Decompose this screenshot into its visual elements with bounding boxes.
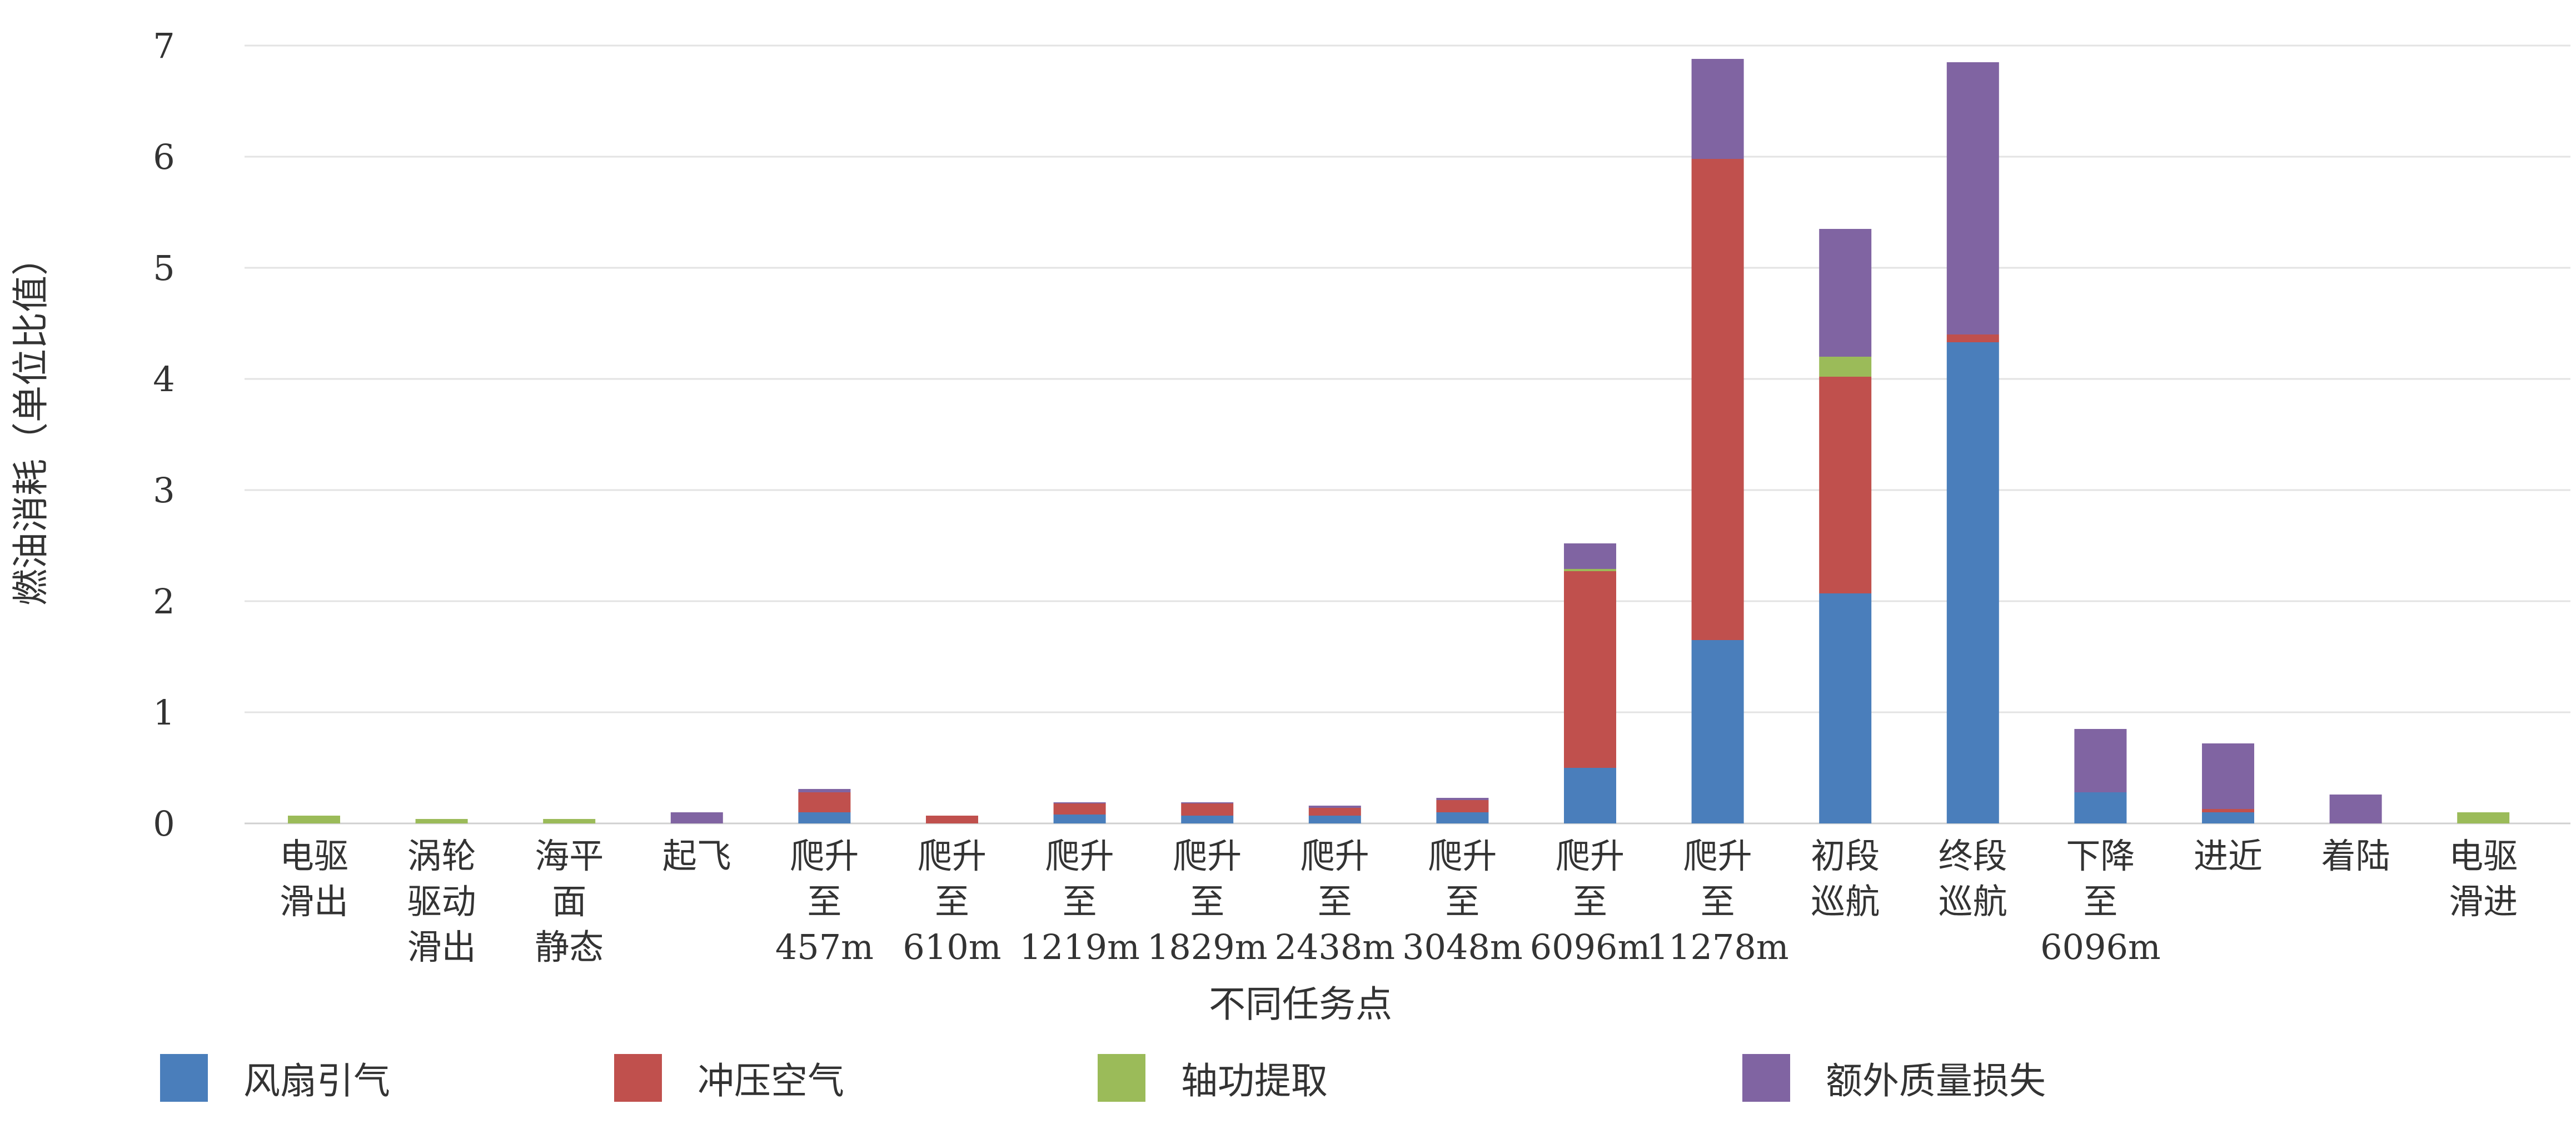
bar-segment <box>1819 593 1872 823</box>
bar-segment <box>1564 543 1616 569</box>
y-tick-labels: 0 1 2 3 4 5 6 7 <box>153 26 175 844</box>
bar-segment <box>1181 803 1234 816</box>
category-label: 爬升至 457m <box>775 836 874 967</box>
bar-segment <box>1053 803 1106 815</box>
bar-segment <box>1819 377 1872 593</box>
y-axis-title: 燃油消耗（单位比值） <box>9 239 52 606</box>
category-label: 进近 <box>2194 836 2263 876</box>
bar-segment <box>2074 792 2127 823</box>
bar-segment <box>543 819 596 823</box>
legend-item-shaft-power: 轴功提取 <box>1098 1050 1328 1106</box>
category-label: 电驱滑进 <box>2449 836 2518 922</box>
category-label: 海平面静态 <box>535 836 604 967</box>
legend-label-shaft-power: 轴功提取 <box>1181 1060 1328 1102</box>
bar-segment <box>1564 569 1616 571</box>
bar-segment <box>1436 812 1489 823</box>
bar-segment <box>1946 62 1999 334</box>
bar-segment <box>1308 816 1361 823</box>
legend-swatch-fan-bleed <box>160 1054 208 1102</box>
category-label: 爬升至 1829m <box>1147 836 1268 967</box>
bar-segment <box>1436 798 1489 800</box>
legend-item-fan-bleed: 风扇引气 <box>160 1050 390 1106</box>
bar-segment <box>926 816 978 823</box>
category-label: 爬升至 2438m <box>1275 836 1396 967</box>
bar-segment <box>1436 800 1489 812</box>
bar-segment <box>1819 229 1872 357</box>
bar-segment <box>1181 802 1234 803</box>
category-label: 初段巡航 <box>1811 836 1880 922</box>
y-tick-label: 1 <box>153 692 175 733</box>
gridlines <box>245 44 2570 825</box>
bar-segment <box>1691 59 1744 159</box>
bar-segment <box>2329 795 2382 823</box>
bar-segment <box>1564 768 1616 823</box>
bar-segment <box>2202 743 2254 809</box>
category-label: 爬升至 6096m <box>1530 836 1651 967</box>
bar-segment <box>1564 571 1616 768</box>
bar-segment <box>798 812 851 823</box>
y-tick-label: 6 <box>153 137 175 177</box>
bar-segment <box>288 816 340 823</box>
legend-label-fan-bleed: 风扇引气 <box>243 1060 390 1102</box>
legend: 风扇引气 冲压空气 轴功提取 额外质量损失 <box>0 1045 2576 1111</box>
bar-segment <box>1946 334 1999 342</box>
category-label: 爬升至 1219m <box>1019 836 1140 967</box>
category-label: 爬升至 11278m <box>1647 836 1789 967</box>
bar-segment <box>1308 808 1361 816</box>
bars <box>288 59 2510 823</box>
bar-segment <box>415 819 468 823</box>
y-tick-label: 5 <box>153 248 175 288</box>
legend-item-ram-air: 冲压空气 <box>614 1050 844 1106</box>
bar-segment <box>1053 802 1106 803</box>
category-label: 涡轮驱动滑出 <box>407 836 476 967</box>
bar-segment <box>1308 806 1361 808</box>
y-tick-label: 3 <box>153 470 175 511</box>
legend-item-extra-mass-loss: 额外质量损失 <box>1742 1050 2046 1106</box>
y-tick-label: 4 <box>153 359 175 399</box>
y-tick-label: 0 <box>153 803 175 844</box>
y-tick-label: 7 <box>153 26 175 66</box>
category-label: 着陆 <box>2321 836 2390 876</box>
bar-segment <box>2202 809 2254 812</box>
legend-swatch-ram-air <box>614 1054 662 1102</box>
category-label: 下降至 6096m <box>2040 836 2161 967</box>
legend-label-extra-mass-loss: 额外质量损失 <box>1826 1060 2046 1102</box>
legend-label-ram-air: 冲压空气 <box>697 1060 844 1102</box>
bar-segment <box>798 792 851 812</box>
bar-segment <box>1053 815 1106 823</box>
bar-segment <box>2457 812 2510 823</box>
category-label: 电驱滑出 <box>280 836 348 922</box>
category-label: 爬升至 610m <box>903 836 1001 967</box>
bar-segment <box>2074 729 2127 792</box>
legend-swatch-shaft-power <box>1098 1054 1145 1102</box>
x-axis-title: 不同任务点 <box>1209 983 1392 1026</box>
bar-segment <box>2202 812 2254 823</box>
legend-swatch-extra-mass-loss <box>1742 1054 1790 1102</box>
bar-segment <box>1819 357 1872 377</box>
category-label: 终段巡航 <box>1939 836 2007 922</box>
category-label: 爬升至 3048m <box>1402 836 1523 967</box>
bar-segment <box>1691 640 1744 823</box>
bar-segment <box>1181 816 1234 823</box>
bar-segment <box>798 789 851 792</box>
bar-segment <box>1691 159 1744 640</box>
bar-segment <box>670 812 723 823</box>
category-label: 起飞 <box>662 836 731 876</box>
y-tick-label: 2 <box>153 581 175 622</box>
bar-segment <box>1946 342 1999 823</box>
